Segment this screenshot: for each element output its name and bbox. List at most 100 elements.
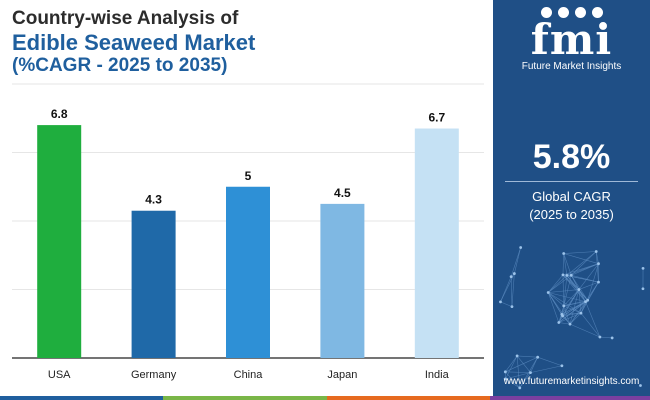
chart-title-line2: Edible Seaweed Market (12, 30, 256, 55)
logo: fmi Future Market Insights (493, 4, 650, 72)
network-link (548, 292, 586, 302)
network-node (565, 274, 569, 277)
network-link (510, 276, 513, 307)
network-link (547, 292, 563, 315)
network-link (558, 322, 571, 325)
bar-usa (37, 125, 82, 358)
network-link (563, 253, 599, 264)
network-link (578, 289, 582, 314)
network-link (516, 355, 521, 388)
bottom-color-strip (0, 396, 650, 400)
bar-germany (131, 210, 176, 358)
network-link (519, 372, 531, 389)
value-label-japan: 4.5 (334, 186, 351, 200)
network-link (519, 357, 538, 388)
network-link (563, 299, 588, 307)
network-node (586, 298, 590, 302)
network-link (563, 253, 572, 276)
network-link (563, 251, 597, 254)
x-tick-japan: Japan (327, 369, 357, 381)
logo-dot-icon (574, 7, 586, 19)
global-cagr-label-line2: (2025 to 2035) (529, 207, 614, 222)
network-node (569, 273, 573, 277)
network-node (641, 266, 645, 270)
chart-title-line1: Country-wise Analysis of (12, 8, 239, 29)
network-link (566, 263, 599, 276)
global-cagr-label: Global CAGR (2025 to 2035) (493, 188, 650, 224)
logo-dot-icon (557, 7, 569, 19)
strip-segment (327, 396, 490, 400)
x-tick-usa: USA (48, 369, 71, 381)
network-link (548, 292, 564, 307)
network-node (510, 305, 514, 309)
network-link (562, 274, 565, 306)
network-link (516, 355, 531, 373)
network-link (505, 378, 520, 389)
strip-segment (163, 396, 327, 400)
network-link (558, 300, 588, 323)
network-link (514, 247, 521, 274)
network-link (505, 356, 538, 373)
network-link (500, 301, 513, 307)
x-tick-china: China (234, 369, 264, 381)
network-node (562, 252, 566, 255)
network-link (585, 301, 601, 338)
value-label-india: 6.7 (428, 111, 445, 125)
network-link (561, 289, 580, 315)
strip-segment (0, 396, 163, 400)
network-link (561, 299, 588, 315)
network-node (594, 250, 598, 253)
network-link (547, 292, 560, 323)
global-cagr-label-line1: Global CAGR (532, 189, 611, 204)
network-link (530, 365, 562, 373)
network-node (512, 272, 516, 275)
network-link (566, 275, 588, 301)
network-link (562, 253, 565, 275)
network-node (499, 300, 502, 304)
network-node (560, 312, 564, 316)
chart-title-block: Country-wise Analysis of Edible Seaweed … (12, 8, 255, 77)
value-label-china: 5 (245, 169, 252, 183)
logo-icons (493, 4, 650, 20)
network-link (511, 273, 515, 307)
network-node (561, 273, 565, 277)
x-tick-labels: USA Germany China Japan India (48, 369, 450, 381)
value-label-usa: 6.8 (51, 107, 68, 121)
logo-dot-icon (540, 7, 552, 19)
network-node (557, 321, 561, 324)
logo-text: fmi (530, 15, 613, 64)
network-link (547, 274, 564, 293)
network-node (560, 364, 564, 368)
network-node (509, 275, 513, 278)
website-link[interactable]: www.futuremarketinsights.com (503, 376, 640, 387)
network-link (578, 263, 599, 290)
network-node (641, 287, 645, 291)
bar-japan (320, 203, 365, 358)
network-link (566, 251, 597, 276)
side-panel: fmi Future Market Insights 5.8% Global C… (493, 0, 650, 400)
network-node (546, 291, 550, 294)
network-decoration (499, 246, 645, 390)
network-link (530, 357, 538, 373)
network-link (561, 305, 565, 315)
network-node (536, 355, 540, 359)
chart-subtitle: (%CAGR - 2025 to 2035) (12, 55, 228, 76)
network-link (566, 275, 599, 283)
network-link (571, 251, 597, 276)
network-link (562, 274, 588, 301)
network-link (548, 275, 572, 293)
network-node (568, 322, 572, 326)
network-link (569, 312, 582, 325)
network-node (639, 384, 642, 387)
network-link (563, 253, 568, 276)
bar-chart: 6.8 4.3 5 4.5 6.7 USA Germany China Japan India (12, 83, 484, 381)
network-link (537, 356, 562, 367)
network-link (587, 281, 599, 301)
strip-segment (490, 396, 650, 400)
network-link (548, 275, 568, 293)
bar-china (226, 186, 270, 358)
network-node (577, 288, 581, 291)
network-node (562, 304, 566, 308)
network-link (505, 372, 531, 380)
network-node (597, 262, 600, 266)
